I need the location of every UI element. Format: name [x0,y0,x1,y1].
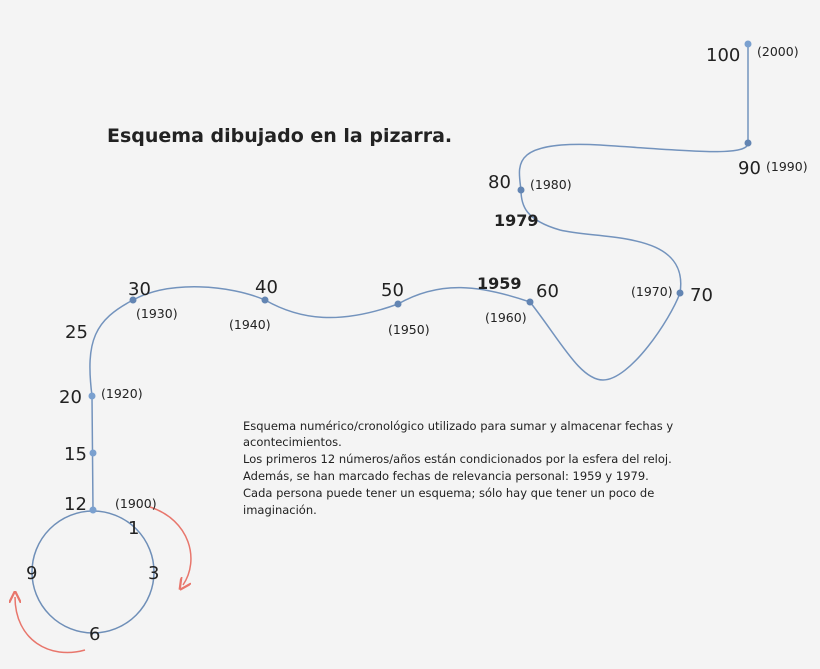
title: Esquema dibujado en la pizarra. [107,125,452,147]
clock-label: 6 [89,624,100,645]
node-label: 40 [255,277,278,298]
description-line: Además, se han marcado fechas de relevan… [243,469,649,483]
year-label: (1920) [101,386,143,401]
year-label: (1940) [229,317,271,332]
description-line: Esquema numérico/cronológico utilizado p… [243,419,673,433]
highlight-year: 1959 [477,274,522,293]
node-label: 50 [381,280,404,301]
highlight-year: 1979 [494,211,539,230]
year-label: (1930) [136,306,178,321]
description-line: acontecimientos. [243,435,342,449]
description-line: imaginación. [243,503,317,517]
year-label: (1900) [115,496,157,511]
year-label: (1990) [766,159,808,174]
node-label: 60 [536,281,559,302]
arrow [149,506,192,585]
clock-label: 12 [64,494,87,515]
dots [88,40,752,514]
node-label: 90 [738,158,761,179]
clock-label: 1 [128,518,139,539]
clock-label: 9 [26,563,37,584]
node-label: 30 [128,279,151,300]
year-label: (1970) [631,284,673,299]
node-label: 15 [64,444,87,465]
timeline-path [89,44,749,511]
node-label: 80 [488,172,511,193]
clock-label: 3 [148,563,159,584]
year-label: (1980) [530,177,572,192]
arrow [15,597,86,654]
description-line: Cada persona puede tener un esquema; sól… [243,486,654,500]
year-label: (1960) [485,310,527,325]
description: Esquema numérico/cronológico utilizado p… [243,419,673,517]
node-label: 25 [65,322,88,343]
node-label: 20 [59,387,82,408]
node-label: 100 [706,45,740,66]
year-label: (2000) [757,44,799,59]
node-label: 70 [690,285,713,306]
year-label: (1950) [388,322,430,337]
description-line: Los primeros 12 números/años están condi… [243,452,672,466]
